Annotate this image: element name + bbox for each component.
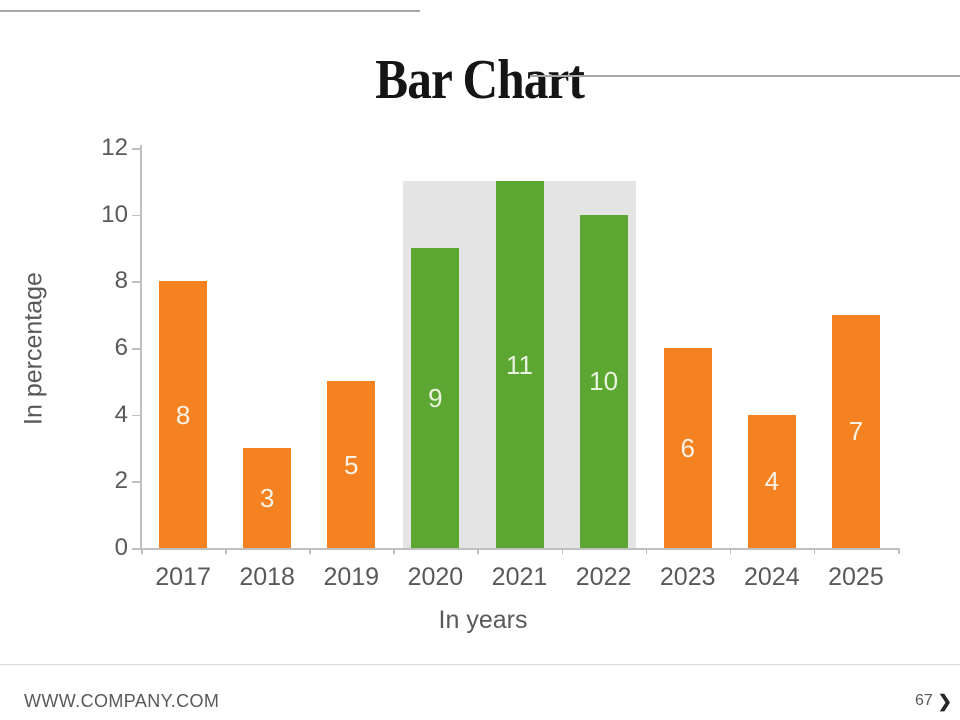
y-tick-label-4: 4 bbox=[114, 400, 128, 428]
x-tick-label-2021: 2021 bbox=[491, 563, 548, 591]
bar-label-2020: 9 bbox=[428, 383, 443, 413]
y-tick-10 bbox=[132, 214, 140, 217]
y-tick-4 bbox=[132, 414, 140, 417]
bar-label-2021: 11 bbox=[506, 349, 533, 380]
x-tick-4 bbox=[477, 548, 479, 554]
x-tick-label-2022: 2022 bbox=[575, 563, 632, 591]
y-tick-label-8: 8 bbox=[114, 267, 128, 295]
bar-2022 bbox=[579, 214, 628, 548]
y-axis-title: In percentage bbox=[19, 272, 48, 425]
bar-label-2024: 4 bbox=[764, 466, 780, 497]
x-tick-label-2017: 2017 bbox=[155, 563, 211, 591]
x-tick-3 bbox=[393, 548, 395, 554]
top-divider-line bbox=[0, 10, 420, 12]
bar-2018 bbox=[243, 448, 292, 548]
x-tick-6 bbox=[645, 548, 648, 554]
y-tick-label-10: 10 bbox=[101, 200, 128, 228]
y-tick-label-0: 0 bbox=[114, 534, 128, 561]
bar-label-2017: 8 bbox=[175, 399, 191, 430]
x-axis-line bbox=[133, 548, 898, 550]
bar-2023 bbox=[663, 348, 712, 548]
bar-label-2018: 3 bbox=[259, 483, 275, 513]
footer-divider-line bbox=[0, 664, 960, 665]
y-axis-line bbox=[140, 145, 142, 548]
y-tick-6 bbox=[132, 348, 140, 350]
footer-pagination: 67 ❯ bbox=[915, 692, 952, 710]
y-tick-label-2: 2 bbox=[114, 467, 128, 495]
bar-label-2023: 6 bbox=[680, 433, 695, 463]
x-tick-label-2025: 2025 bbox=[828, 563, 884, 591]
bar-2025 bbox=[831, 314, 880, 548]
x-tick-label-2023: 2023 bbox=[659, 563, 716, 591]
bar-label-2022: 10 bbox=[589, 366, 619, 397]
x-tick-label-2018: 2018 bbox=[239, 563, 295, 591]
bar-2017 bbox=[159, 281, 208, 548]
bar-2020 bbox=[411, 248, 460, 548]
title-underline bbox=[530, 75, 960, 77]
page-title: Bar Chart bbox=[375, 48, 586, 111]
x-tick-8 bbox=[813, 548, 816, 554]
next-chevron-icon[interactable]: ❯ bbox=[937, 691, 952, 711]
bar-2024 bbox=[747, 414, 796, 548]
x-tick-0 bbox=[141, 548, 143, 554]
y-tick-0 bbox=[132, 548, 140, 550]
x-tick-5 bbox=[561, 548, 564, 554]
y-tick-12 bbox=[132, 148, 140, 150]
x-axis-title: In years bbox=[438, 606, 528, 634]
y-tick-label-12: 12 bbox=[101, 134, 128, 161]
x-tick-1 bbox=[225, 548, 227, 554]
x-tick-2 bbox=[309, 548, 311, 554]
x-tick-9 bbox=[898, 548, 900, 554]
bar-label-2019: 5 bbox=[344, 449, 359, 480]
x-tick-label-2020: 2020 bbox=[407, 563, 464, 591]
y-tick-label-6: 6 bbox=[114, 334, 128, 361]
x-tick-label-2024: 2024 bbox=[744, 563, 800, 591]
page-number: 67 bbox=[914, 692, 933, 709]
bar-label-2025: 7 bbox=[848, 416, 864, 447]
bar-2019 bbox=[327, 381, 376, 548]
footer-website: WWW.COMPANY.COM bbox=[24, 691, 220, 711]
x-tick-label-2019: 2019 bbox=[323, 563, 380, 591]
x-tick-7 bbox=[729, 548, 732, 554]
y-tick-8 bbox=[132, 281, 140, 283]
y-tick-2 bbox=[132, 481, 140, 483]
bar-2021 bbox=[495, 181, 544, 548]
